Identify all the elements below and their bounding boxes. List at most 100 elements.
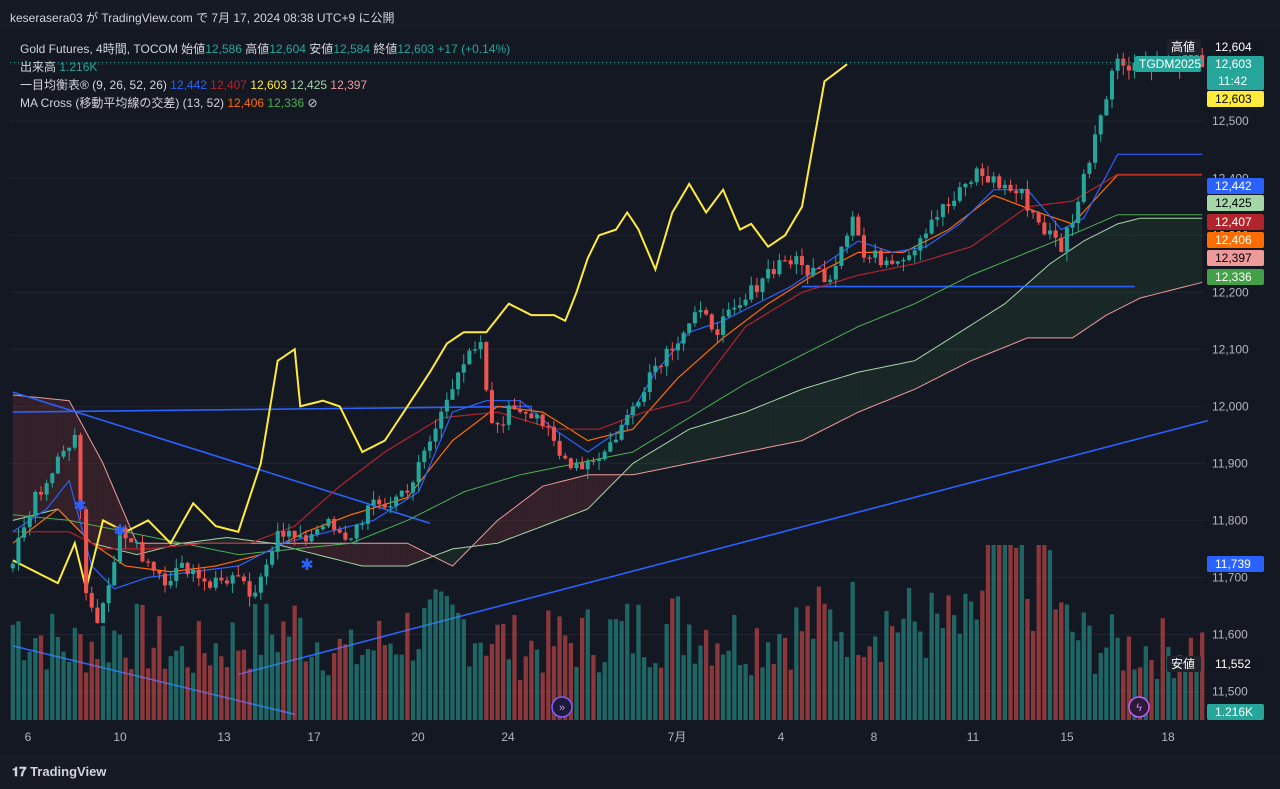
candle[interactable] bbox=[749, 285, 754, 300]
candle[interactable] bbox=[270, 551, 275, 565]
kijun-sen-line[interactable] bbox=[12, 173, 1203, 550]
ichimoku-label[interactable]: 一目均衡表® (9, 26, 52, 26) bbox=[20, 78, 167, 92]
candle[interactable] bbox=[816, 267, 821, 270]
candle[interactable] bbox=[1059, 237, 1064, 252]
candle[interactable] bbox=[298, 535, 303, 538]
candle[interactable] bbox=[766, 268, 771, 279]
candle[interactable] bbox=[61, 450, 66, 457]
candle[interactable] bbox=[427, 441, 432, 451]
candle[interactable] bbox=[191, 569, 196, 575]
candle[interactable] bbox=[337, 529, 342, 533]
candle[interactable] bbox=[675, 343, 680, 351]
candle[interactable] bbox=[805, 265, 810, 276]
candle[interactable] bbox=[692, 312, 697, 324]
candle[interactable] bbox=[957, 187, 962, 201]
candle[interactable] bbox=[884, 260, 889, 266]
candle[interactable] bbox=[929, 219, 934, 234]
candle[interactable] bbox=[67, 447, 72, 451]
candle[interactable] bbox=[1031, 210, 1036, 213]
chikou-span-line[interactable] bbox=[12, 63, 848, 590]
candle[interactable] bbox=[1104, 99, 1109, 116]
candle[interactable] bbox=[326, 518, 331, 527]
candle[interactable] bbox=[286, 530, 292, 537]
trendline[interactable] bbox=[12, 391, 431, 525]
candle[interactable] bbox=[309, 534, 314, 542]
candle[interactable] bbox=[568, 458, 573, 469]
candle[interactable] bbox=[377, 499, 382, 505]
candle[interactable] bbox=[597, 459, 602, 461]
candle[interactable] bbox=[50, 473, 55, 484]
candle[interactable] bbox=[591, 460, 596, 463]
candle[interactable] bbox=[236, 575, 241, 577]
candle[interactable] bbox=[653, 365, 658, 373]
candle[interactable] bbox=[878, 250, 883, 266]
candle[interactable] bbox=[106, 585, 111, 604]
candle[interactable] bbox=[219, 577, 224, 581]
candle[interactable] bbox=[811, 267, 816, 276]
candle[interactable] bbox=[997, 176, 1002, 189]
candle[interactable] bbox=[1047, 230, 1053, 235]
candle[interactable] bbox=[213, 577, 218, 588]
candle[interactable] bbox=[1200, 55, 1205, 68]
candle[interactable] bbox=[715, 329, 720, 336]
candle[interactable] bbox=[721, 316, 726, 336]
candle[interactable] bbox=[895, 261, 900, 264]
candle[interactable] bbox=[394, 496, 399, 507]
candle[interactable] bbox=[405, 490, 410, 493]
candle[interactable] bbox=[940, 204, 945, 218]
candle[interactable] bbox=[112, 562, 117, 586]
candle[interactable] bbox=[100, 603, 106, 623]
candle[interactable] bbox=[760, 278, 765, 292]
candle[interactable] bbox=[84, 509, 89, 594]
candle[interactable] bbox=[664, 348, 669, 367]
price-chart[interactable]: 12,50012,40012,30012,20012,10012,00011,9… bbox=[0, 30, 1280, 755]
candle[interactable] bbox=[946, 204, 951, 207]
candle[interactable] bbox=[247, 581, 252, 597]
candle[interactable] bbox=[72, 434, 77, 448]
candle[interactable] bbox=[185, 562, 190, 575]
candle[interactable] bbox=[1087, 162, 1092, 174]
candle[interactable] bbox=[704, 310, 709, 315]
candle[interactable] bbox=[732, 307, 737, 310]
candle[interactable] bbox=[1126, 65, 1131, 71]
candle[interactable] bbox=[332, 518, 337, 530]
candle[interactable] bbox=[303, 535, 308, 542]
candle[interactable] bbox=[659, 365, 664, 367]
candle[interactable] bbox=[546, 426, 551, 428]
candle[interactable] bbox=[123, 527, 128, 539]
candle[interactable] bbox=[134, 542, 139, 544]
candle[interactable] bbox=[1076, 201, 1081, 224]
candle[interactable] bbox=[179, 562, 184, 568]
candle[interactable] bbox=[478, 342, 483, 350]
candle[interactable] bbox=[670, 348, 675, 351]
candle[interactable] bbox=[343, 532, 348, 540]
candle[interactable] bbox=[709, 314, 714, 330]
candle[interactable] bbox=[563, 455, 568, 459]
candle[interactable] bbox=[151, 561, 156, 571]
candle[interactable] bbox=[726, 309, 731, 317]
candle[interactable] bbox=[461, 364, 466, 373]
candle[interactable] bbox=[608, 442, 613, 452]
candle[interactable] bbox=[456, 372, 461, 390]
candle[interactable] bbox=[952, 200, 957, 207]
candle[interactable] bbox=[1036, 212, 1041, 223]
candle[interactable] bbox=[1132, 62, 1137, 71]
candle[interactable] bbox=[907, 255, 912, 260]
candle[interactable] bbox=[140, 542, 145, 562]
candle[interactable] bbox=[901, 259, 906, 262]
candle[interactable] bbox=[754, 285, 759, 292]
candle[interactable] bbox=[281, 531, 286, 537]
candle[interactable] bbox=[224, 580, 230, 584]
candle[interactable] bbox=[411, 482, 416, 493]
candle[interactable] bbox=[202, 578, 207, 582]
candle[interactable] bbox=[196, 569, 201, 579]
candle[interactable] bbox=[918, 238, 923, 251]
candle[interactable] bbox=[348, 538, 354, 540]
candle[interactable] bbox=[613, 439, 618, 443]
candle[interactable] bbox=[315, 529, 320, 535]
candle[interactable] bbox=[529, 413, 534, 419]
candle[interactable] bbox=[484, 342, 489, 391]
candle[interactable] bbox=[861, 235, 867, 258]
candle[interactable] bbox=[501, 424, 506, 426]
candle[interactable] bbox=[585, 460, 590, 470]
